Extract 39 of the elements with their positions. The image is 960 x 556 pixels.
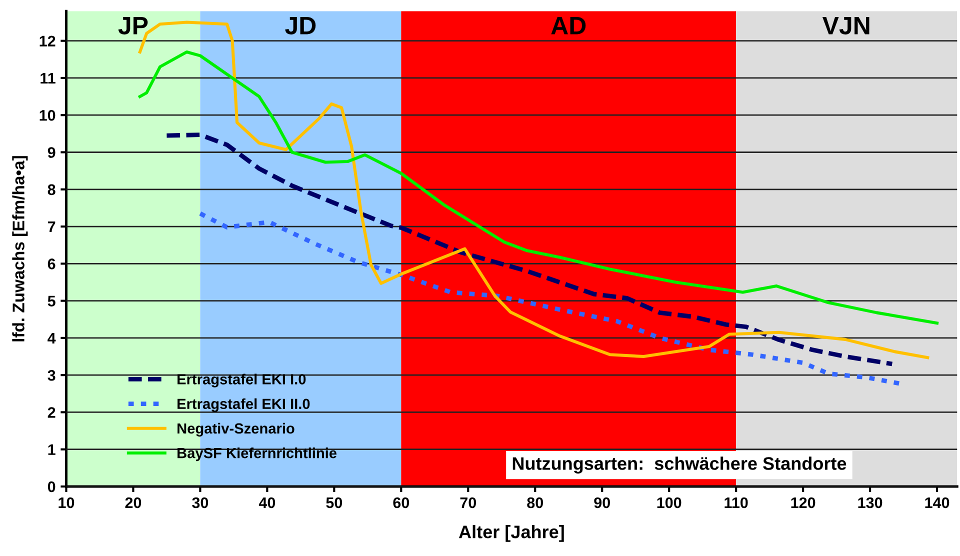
x-tick-label: 110 — [724, 497, 748, 508]
x-tick-label: 30 — [192, 497, 208, 508]
band-label: VJN — [822, 17, 870, 34]
band-label: JP — [118, 17, 148, 34]
x-tick-label: 10 — [58, 497, 74, 508]
y-tick-label: 1 — [48, 444, 56, 455]
legend-label: Negativ-Szenario — [178, 422, 294, 437]
band-label: JD — [285, 17, 316, 34]
y-tick-label: 8 — [48, 184, 56, 196]
annotation: Nutzungsarten: schwächere Standorte — [512, 456, 846, 474]
x-tick-label: 20 — [125, 497, 142, 508]
legend-label: Ertragstafel EKI I.0 — [178, 374, 306, 388]
y-tick-label: 10 — [40, 110, 56, 121]
y-tick-label: 5 — [48, 296, 56, 306]
x-tick-label: 70 — [460, 497, 476, 508]
y-axis-title: lfd. Zuwachs [Efm/ha•a] — [12, 156, 28, 342]
x-tick-label: 90 — [594, 497, 610, 508]
y-tick-label: 6 — [48, 258, 56, 270]
y-tick-label: 11 — [40, 72, 56, 84]
legend-label: Ertragstafel EKI II.0 — [178, 398, 310, 412]
x-tick-label: 50 — [326, 497, 342, 508]
y-tick-label: 2 — [48, 407, 56, 418]
x-tick-label: 140 — [925, 497, 950, 508]
x-tick-label: 100 — [657, 497, 682, 508]
legend-label: BaySF Kiefernrichtlinie — [178, 448, 337, 462]
x-tick-label: 40 — [258, 497, 276, 508]
y-tick-label: 12 — [40, 36, 56, 46]
line-series — [138, 50, 939, 325]
y-tick-label: 4 — [48, 332, 56, 344]
y-tick-label: 9 — [48, 147, 56, 158]
x-tick-label: 120 — [791, 497, 816, 508]
x-tick-label: 60 — [393, 497, 410, 508]
x-axis-title: Alter [Jahre] — [458, 525, 564, 542]
band-label: AD — [551, 17, 586, 34]
y-tick-label: 0 — [48, 481, 56, 492]
y-tick-label: 3 — [48, 370, 56, 381]
x-tick-label: 80 — [527, 497, 543, 508]
y-tick-label: 7 — [48, 222, 56, 232]
x-tick-label: 130 — [858, 497, 882, 508]
